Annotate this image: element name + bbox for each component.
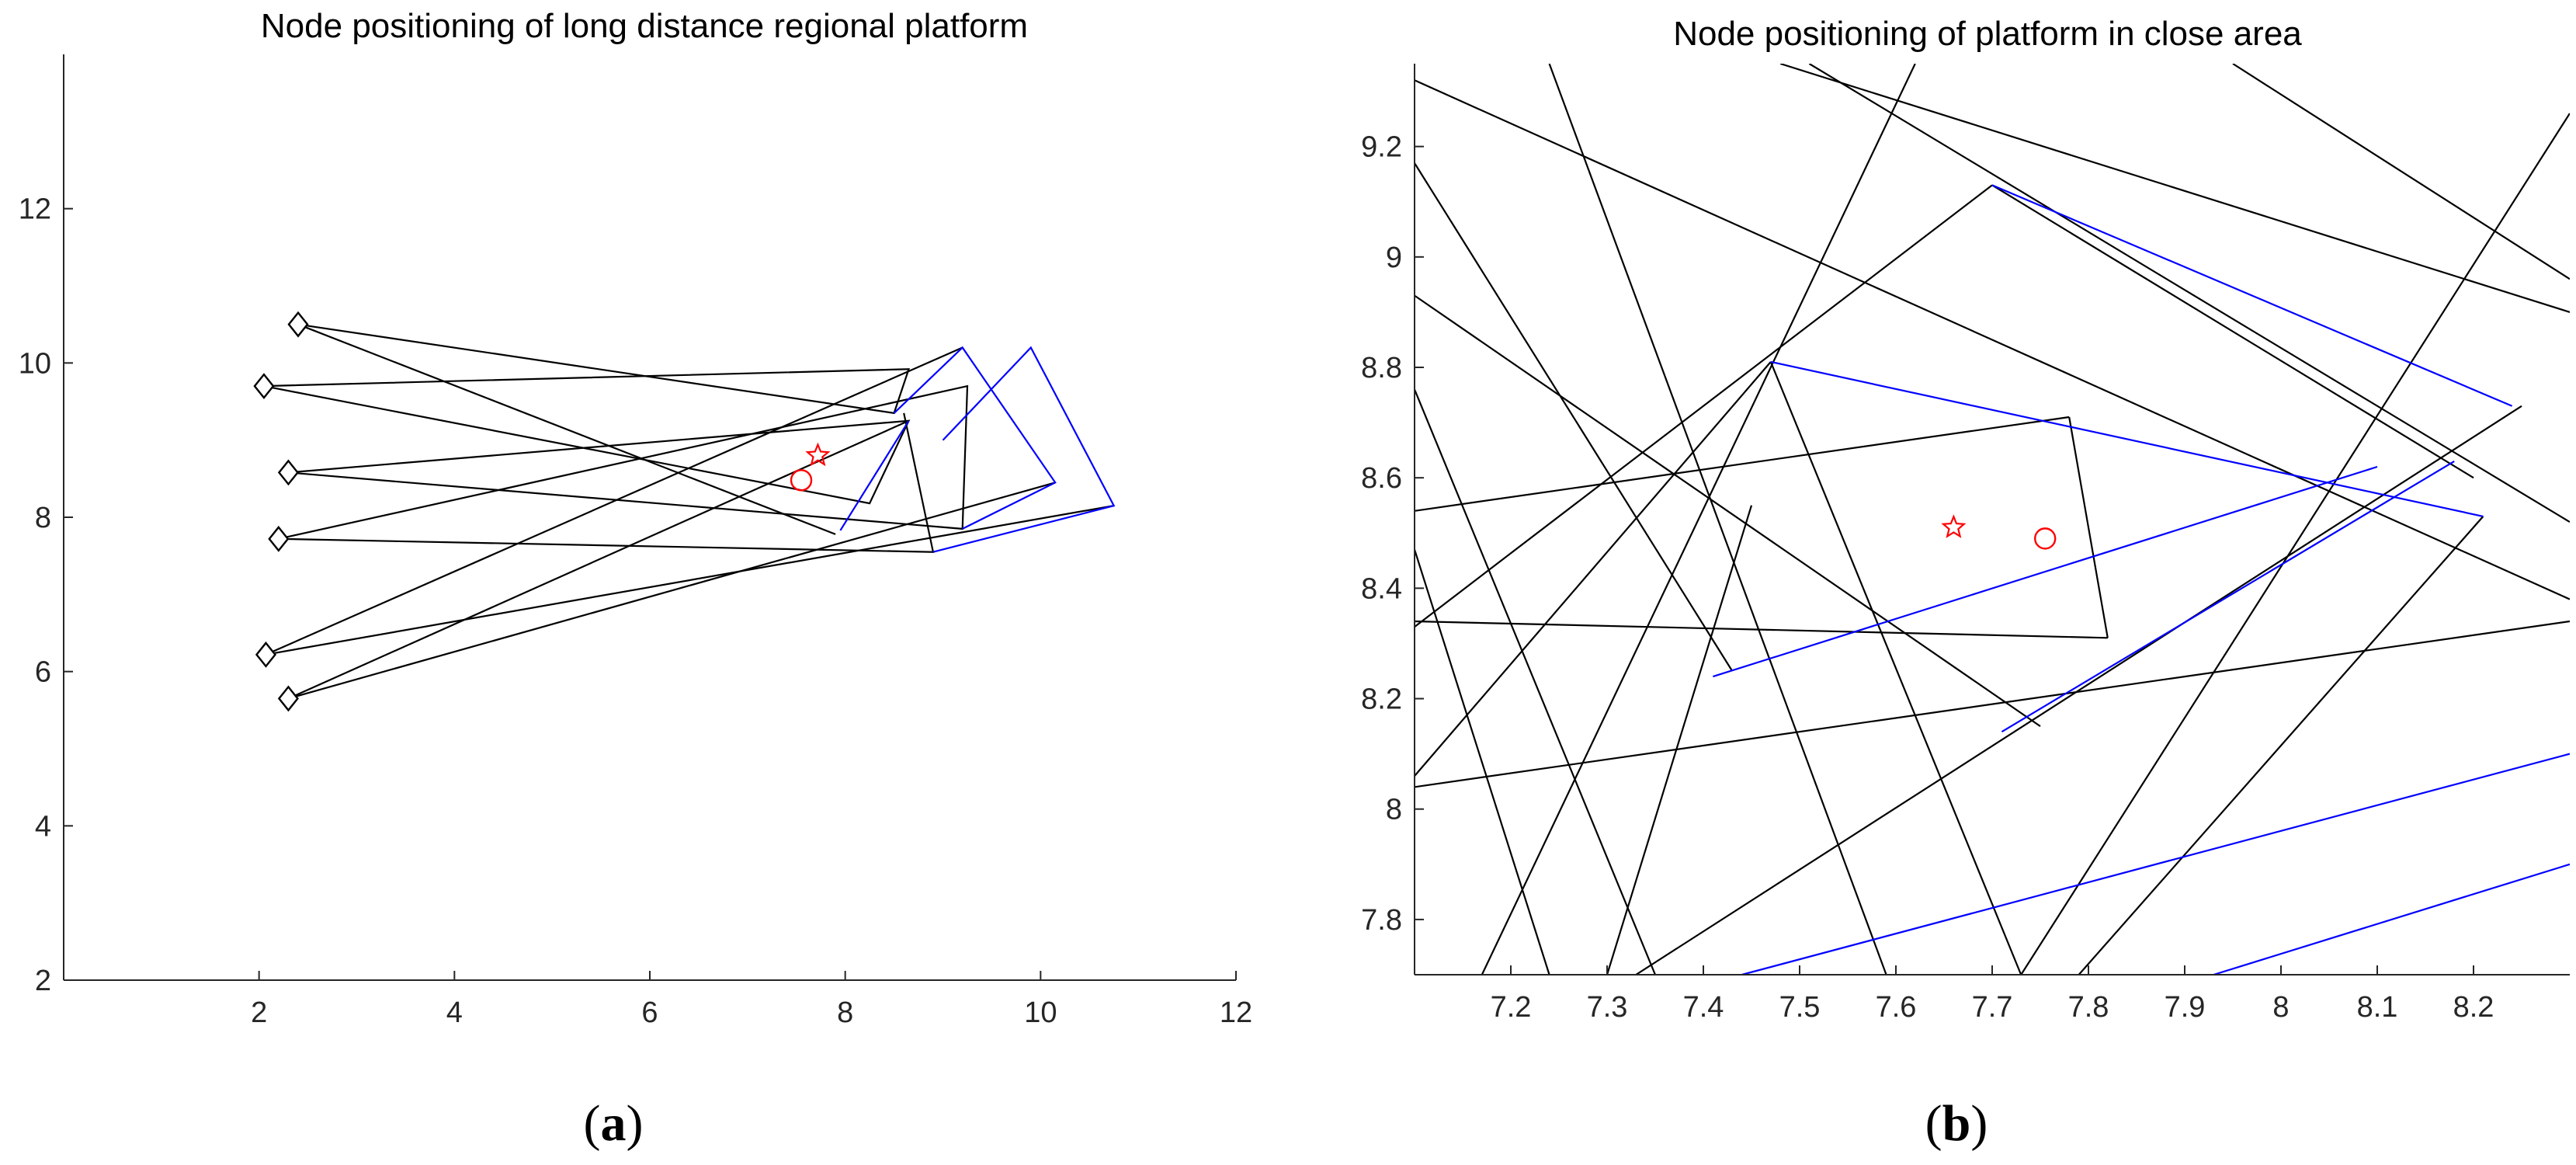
panel-b-x-tick-label: 7.7: [1972, 991, 2013, 1024]
panel-b-estimate-line: [1991, 184, 2513, 407]
panel-b-anchor-line: [1606, 505, 1753, 975]
panel-b-y-tick-label: 9: [1386, 242, 1402, 274]
panel-a-anchor-marker: [277, 459, 299, 486]
panel-b-anchor-line: [2078, 516, 2484, 975]
panel-a-y-tick-label: 12: [19, 193, 51, 226]
panel-a-anchor-marker: [253, 373, 275, 400]
panel-b-x-tick-label: 7.4: [1683, 991, 1724, 1024]
panel-b-y-tick-label: 8.8: [1361, 352, 1402, 384]
panel-b-anchor-line: [1779, 64, 2570, 313]
panel-b-anchor-line: [1808, 64, 2570, 523]
panel-a-y-tick-label: 4: [35, 810, 51, 843]
panel-a-x-tick-label: 4: [446, 996, 463, 1029]
panel-b-caption-open: (: [1925, 1095, 1942, 1152]
panel-b-y-tick-label: 8.2: [1361, 683, 1402, 716]
panel-b-caption-letter: b: [1942, 1095, 1971, 1152]
panel-b-anchor-line: [1415, 79, 2570, 600]
panel-b-x-tick-label: 7.6: [1876, 991, 1917, 1024]
panel-a-plot: Node positioning of long distance region…: [19, 7, 1252, 1152]
panel-b-anchor-line: [1415, 184, 1993, 628]
panel-b-anchor-line: [1415, 162, 1734, 672]
panel-a-caption: (a): [584, 1095, 644, 1152]
panel-a-anchor-marker: [287, 311, 309, 338]
panel-b-anchor-line: [1415, 620, 2570, 788]
panel-a-y-tick-label: 6: [35, 656, 51, 689]
panel-b-x-tick-label: 7.9: [2165, 991, 2206, 1024]
panel-b-anchor-line: [1415, 361, 1772, 777]
panel-b-anchor-line: [1415, 388, 1657, 975]
panel-b-estimate-line: [2001, 460, 2455, 733]
panel-a-anchor-marker: [277, 685, 299, 712]
panel-a-anchor-line: [288, 482, 1056, 700]
panel-a-x-tick-label: 12: [1220, 996, 1252, 1029]
panel-a-y-tick-label: 2: [35, 965, 51, 997]
panel-b-caption: (b): [1925, 1095, 1988, 1152]
panel-a-anchor-line: [263, 323, 969, 553]
panel-b-anchor-line: [2068, 416, 2109, 638]
panel-b-estimate-line: [2213, 863, 2570, 975]
panel-a-estimate-line: [893, 346, 1057, 530]
panel-a-estimate-line: [839, 420, 910, 531]
panel-a-anchor-line: [266, 505, 1114, 656]
panel-b-anchor-line: [1481, 64, 1916, 975]
panel-a-anchor-line: [287, 419, 909, 700]
panel-b-y-tick-label: 8: [1386, 794, 1402, 826]
panel-b-anchor-line: [1991, 184, 2474, 479]
panel-b-plot: Node positioning of platform in close ar…: [1361, 15, 2570, 1152]
panel-b-estimate-line: [1770, 360, 2484, 517]
panel-b-x-tick-label: 7.5: [1779, 991, 1821, 1024]
panel-a-title: Node positioning of long distance region…: [261, 7, 1028, 45]
panel-b-anchor-line: [1635, 405, 2522, 975]
panel-a-x-tick-label: 6: [641, 996, 658, 1029]
panel-a-anchor-marker: [268, 525, 290, 552]
panel-a-data: [263, 323, 1116, 700]
panel-a-caption-close: ): [627, 1095, 644, 1152]
panel-b-x-tick-label: 7.3: [1587, 991, 1628, 1024]
panel-a-caption-letter: a: [601, 1095, 627, 1152]
panel-b-estimate-line: [1713, 465, 2378, 678]
panel-b-caption-close: ): [1970, 1095, 1988, 1152]
panel-b-anchor-line: [1415, 549, 1550, 975]
panel-b-data: [1415, 64, 2570, 975]
panel-a-star-marker: [805, 442, 831, 467]
panel-b-x-tick-label: 7.2: [1491, 991, 1532, 1024]
panel-b-anchor-line: [2232, 64, 2570, 280]
panel-b-y-tick-label: 8.4: [1361, 572, 1402, 605]
panel-a-x-tick-label: 10: [1024, 996, 1057, 1029]
panel-a-estimate-line: [932, 346, 1116, 553]
panel-a-anchor-line: [297, 323, 836, 535]
panel-a-y-tick-label: 10: [19, 347, 51, 380]
panel-b-y-tick-label: 9.2: [1361, 131, 1402, 164]
panel-b-estimate-line: [1741, 753, 2570, 975]
panel-b-x-tick-label: 7.8: [2068, 991, 2109, 1024]
panel-a-x-tick-label: 8: [837, 996, 853, 1029]
panel-b-star-marker: [1941, 514, 1967, 538]
panel-a-anchor-line: [266, 346, 963, 656]
panel-b-x-tick-label: 8.1: [2357, 991, 2398, 1024]
panel-a-x-tick-label: 2: [251, 996, 267, 1029]
panel-b-anchor-line: [1415, 294, 2041, 728]
panel-a-circle-marker: [790, 469, 813, 492]
panel-a-y-tick-label: 8: [35, 502, 51, 534]
panel-b-x-tick-label: 8: [2272, 991, 2289, 1024]
panel-a-caption-open: (: [584, 1095, 601, 1152]
panel-b-anchor-line: [1769, 361, 2022, 975]
panel-b-circle-marker: [2033, 527, 2057, 550]
panel-b-y-tick-label: 7.8: [1361, 904, 1402, 937]
panel-b-title: Node positioning of platform in close ar…: [1673, 15, 2302, 53]
panel-a-anchor-marker: [255, 641, 277, 668]
panel-b-anchor-line: [1548, 64, 1887, 975]
panel-b-anchor-line: [1415, 620, 2108, 639]
panel-b-y-tick-label: 8.6: [1361, 462, 1402, 495]
panel-b-anchor-line: [2020, 113, 2570, 975]
panel-b-anchor-line: [1415, 416, 2070, 512]
panel-b-plot-area: 7.2 7.3 7.4 7.5 7.6 7.7 7.8 7.9 8 8.1 8.2 7.8 8 8.2 8.…: [1361, 64, 2570, 1024]
panel-a-plot-area: 2 4 6 8 10 12 2 4 6 8 10 12: [19, 54, 1252, 1029]
panel-b-x-tick-label: 8.2: [2453, 991, 2494, 1024]
